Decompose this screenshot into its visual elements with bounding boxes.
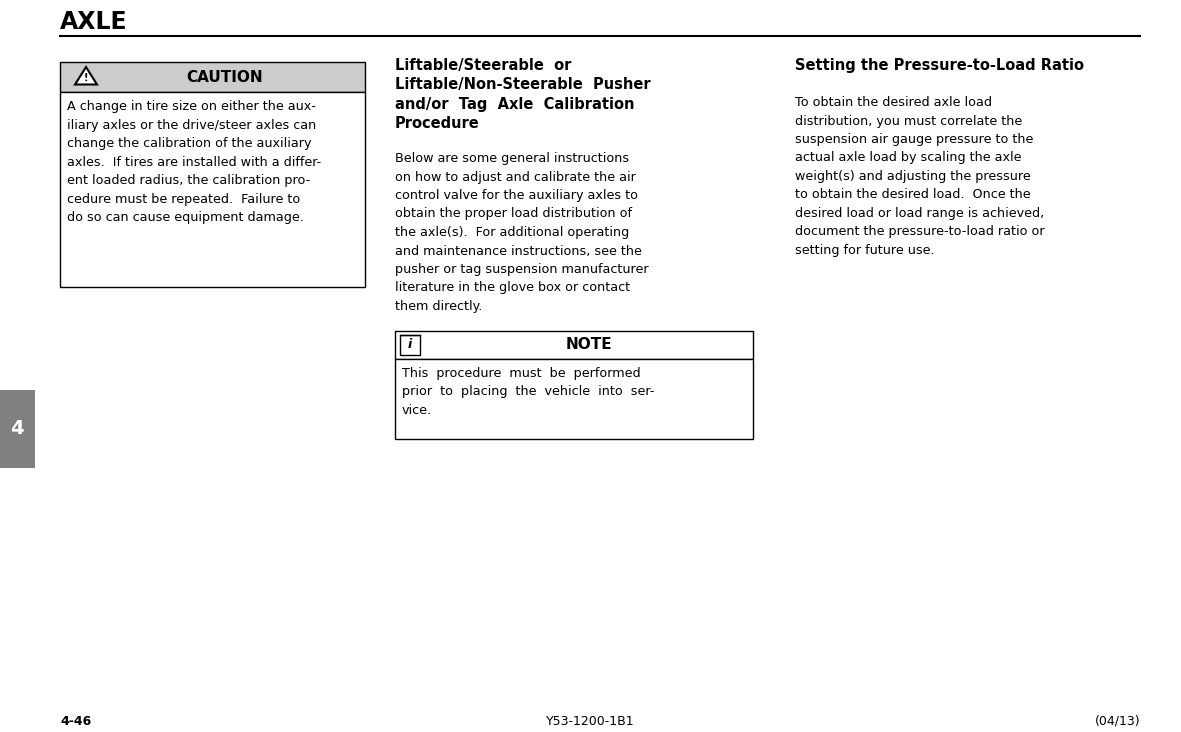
Text: them directly.: them directly. <box>394 300 482 313</box>
Text: do so can cause equipment damage.: do so can cause equipment damage. <box>67 211 304 224</box>
Text: vice.: vice. <box>402 403 432 417</box>
Text: on how to adjust and calibrate the air: on how to adjust and calibrate the air <box>394 171 635 184</box>
Text: cedure must be repeated.  Failure to: cedure must be repeated. Failure to <box>67 193 300 206</box>
Text: prior  to  placing  the  vehicle  into  ser-: prior to placing the vehicle into ser- <box>402 385 654 398</box>
Text: distribution, you must correlate the: distribution, you must correlate the <box>795 114 1023 127</box>
FancyBboxPatch shape <box>60 62 365 92</box>
Text: change the calibration of the auxiliary: change the calibration of the auxiliary <box>67 137 312 150</box>
Text: control valve for the auxiliary axles to: control valve for the auxiliary axles to <box>394 189 638 202</box>
Text: ent loaded radius, the calibration pro-: ent loaded radius, the calibration pro- <box>67 174 311 187</box>
Text: Y53-1200-1B1: Y53-1200-1B1 <box>546 715 634 728</box>
Text: 4: 4 <box>11 419 24 438</box>
Text: Liftable/Steerable  or: Liftable/Steerable or <box>394 58 572 73</box>
Text: desired load or load range is achieved,: desired load or load range is achieved, <box>795 207 1044 220</box>
Text: Liftable/Non-Steerable  Pusher: Liftable/Non-Steerable Pusher <box>394 78 651 92</box>
Text: To obtain the desired axle load: To obtain the desired axle load <box>795 96 992 109</box>
Text: Procedure: Procedure <box>394 116 479 132</box>
Text: (04/13): (04/13) <box>1095 715 1140 728</box>
Text: setting for future use.: setting for future use. <box>795 244 934 257</box>
Text: and/or  Tag  Axle  Calibration: and/or Tag Axle Calibration <box>394 97 634 112</box>
Text: axles.  If tires are installed with a differ-: axles. If tires are installed with a dif… <box>67 155 321 168</box>
Text: NOTE: NOTE <box>566 337 612 352</box>
FancyBboxPatch shape <box>400 335 420 354</box>
Text: actual axle load by scaling the axle: actual axle load by scaling the axle <box>795 152 1022 165</box>
Text: 4-46: 4-46 <box>60 715 91 728</box>
Text: weight(s) and adjusting the pressure: weight(s) and adjusting the pressure <box>795 170 1031 183</box>
FancyBboxPatch shape <box>394 331 753 359</box>
Polygon shape <box>76 67 97 84</box>
Text: This  procedure  must  be  performed: This procedure must be performed <box>402 367 640 379</box>
Text: CAUTION: CAUTION <box>187 70 263 84</box>
Text: Setting the Pressure-to-Load Ratio: Setting the Pressure-to-Load Ratio <box>795 58 1084 73</box>
FancyBboxPatch shape <box>60 92 365 287</box>
Text: to obtain the desired load.  Once the: to obtain the desired load. Once the <box>795 189 1031 201</box>
Text: iliary axles or the drive/steer axles can: iliary axles or the drive/steer axles ca… <box>67 119 317 132</box>
FancyBboxPatch shape <box>0 390 35 468</box>
Text: and maintenance instructions, see the: and maintenance instructions, see the <box>394 244 642 258</box>
Text: Below are some general instructions: Below are some general instructions <box>394 152 629 165</box>
Text: literature in the glove box or contact: literature in the glove box or contact <box>394 282 631 294</box>
Text: pusher or tag suspension manufacturer: pusher or tag suspension manufacturer <box>394 263 648 276</box>
Text: AXLE: AXLE <box>60 10 128 34</box>
Text: A change in tire size on either the aux-: A change in tire size on either the aux- <box>67 100 315 113</box>
Text: document the pressure-to-load ratio or: document the pressure-to-load ratio or <box>795 225 1045 239</box>
Text: suspension air gauge pressure to the: suspension air gauge pressure to the <box>795 133 1033 146</box>
Text: the axle(s).  For additional operating: the axle(s). For additional operating <box>394 226 629 239</box>
Text: !: ! <box>84 73 89 83</box>
Text: i: i <box>407 338 412 351</box>
Text: obtain the proper load distribution of: obtain the proper load distribution of <box>394 207 632 220</box>
FancyBboxPatch shape <box>394 359 753 438</box>
